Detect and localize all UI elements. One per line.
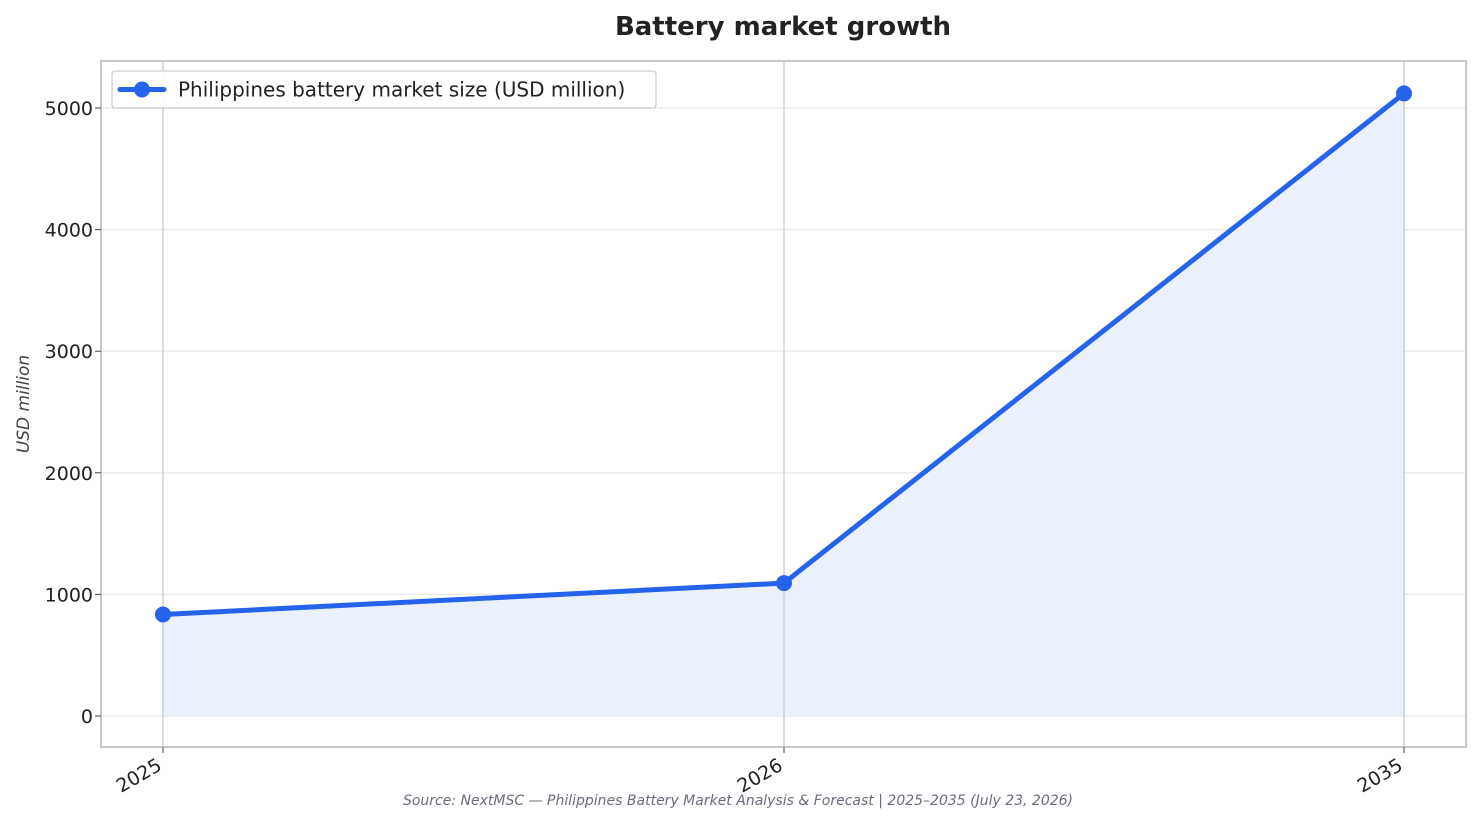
y-axis-label: USD million (14, 355, 34, 453)
x-tick-label: 2026 (734, 754, 787, 797)
y-tick-label: 2000 (45, 463, 93, 485)
legend-label: Philippines battery market size (USD mil… (178, 78, 625, 102)
y-tick-label: 3000 (45, 341, 93, 363)
source-note: Source: NextMSC — Philippines Battery Ma… (403, 793, 1073, 809)
data-point (1396, 85, 1412, 102)
y-tick-label: 4000 (45, 220, 93, 242)
x-tick-label: 2035 (1354, 754, 1407, 797)
legend-marker (134, 81, 150, 98)
y-tick-label: 5000 (45, 98, 93, 120)
legend-box (111, 70, 657, 109)
y-tick-label: 1000 (45, 584, 93, 606)
data-point (776, 575, 792, 592)
x-tick-label: 2025 (113, 754, 166, 797)
legend: Philippines battery market size (USD mil… (111, 70, 657, 109)
y-tick-label: 0 (81, 706, 93, 728)
series-area-fill (163, 93, 1404, 716)
chart-title: Battery market growth (615, 12, 951, 42)
data-point (155, 606, 171, 623)
plot-area: 0 1000 2000 3000 4000 5000 2025 2026 2035 (45, 60, 1467, 798)
